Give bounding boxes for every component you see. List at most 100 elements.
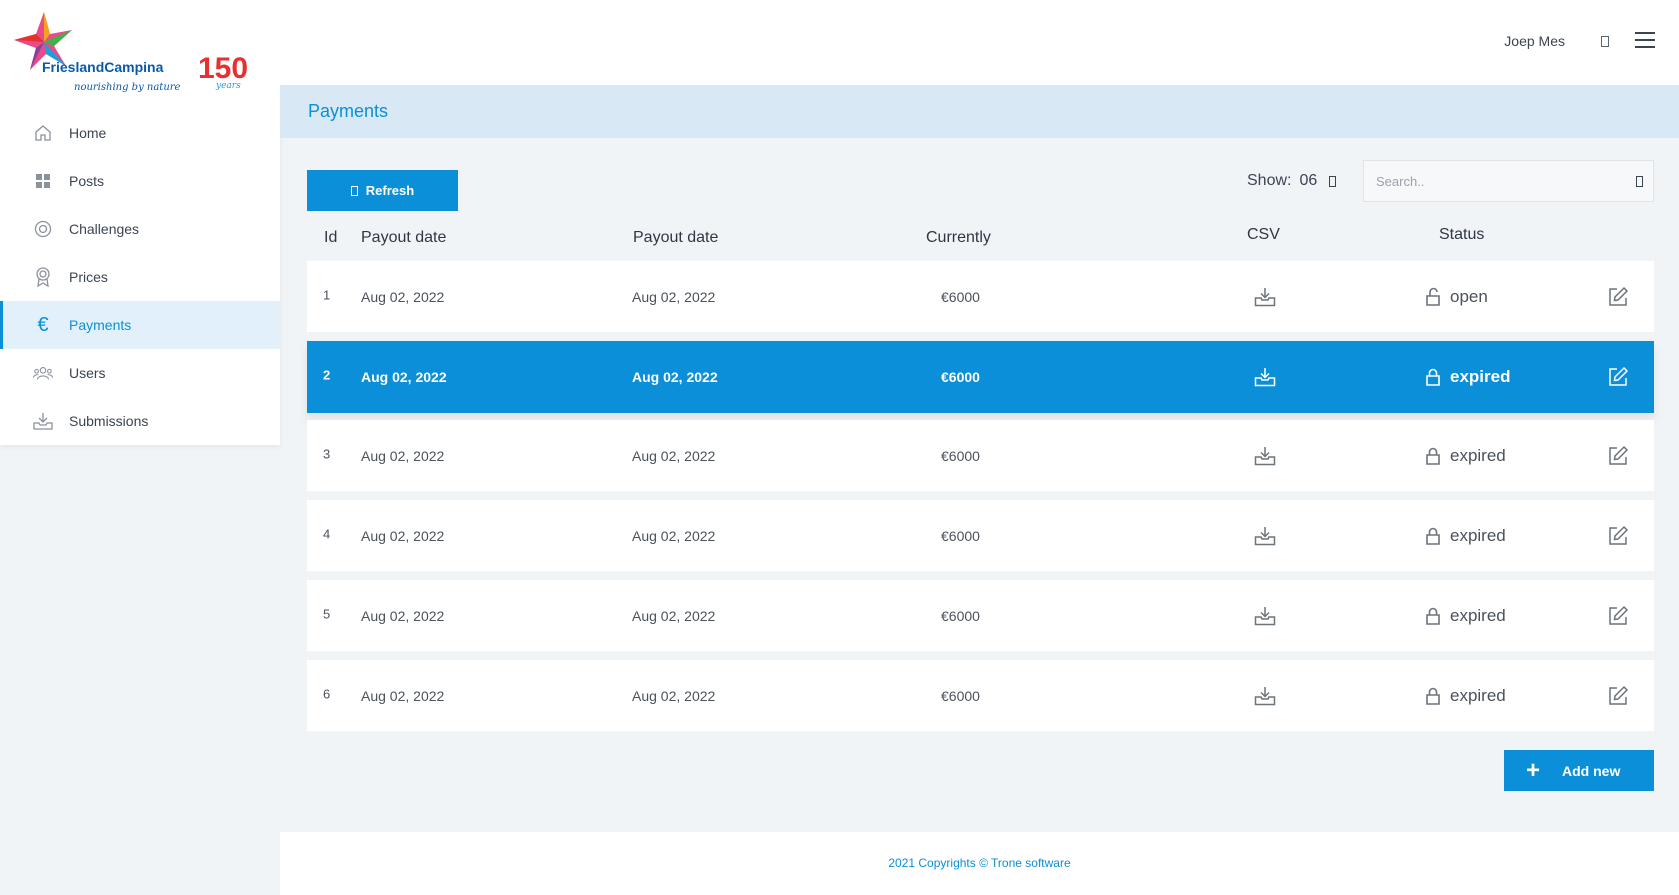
row-payout-date-2: Aug 02, 2022	[632, 369, 718, 385]
row-id: 2	[323, 367, 331, 383]
row-payout-date-2: Aug 02, 2022	[632, 447, 716, 464]
row-currently: €6000	[941, 369, 980, 385]
svg-text:years: years	[215, 81, 241, 91]
row-payout-date-2: Aug 02, 2022	[632, 288, 716, 305]
row-payout-date: Aug 02, 2022	[361, 527, 445, 544]
csv-download-icon[interactable]	[1254, 526, 1276, 546]
status-badge: expired	[1424, 526, 1506, 546]
edit-icon[interactable]	[1607, 685, 1629, 707]
column-header-payout-date-2: Payout date	[633, 229, 719, 246]
svg-text:nourishing by nature: nourishing by nature	[74, 82, 181, 93]
row-payout-date-2: Aug 02, 2022	[632, 527, 716, 544]
notification-icon[interactable]	[1601, 36, 1609, 47]
row-payout-date: Aug 02, 2022	[361, 288, 445, 305]
unlock-icon	[1424, 287, 1442, 307]
page-header: Payments	[280, 85, 1679, 138]
row-currently: €6000	[941, 288, 980, 305]
sidebar-item-payments[interactable]: € Payments	[0, 301, 280, 349]
sidebar-item-label: Users	[69, 365, 106, 381]
csv-download-icon[interactable]	[1254, 287, 1276, 307]
row-id: 6	[323, 686, 331, 702]
csv-download-icon[interactable]	[1254, 446, 1276, 466]
table-row[interactable]: 1 Aug 02, 2022 Aug 02, 2022 €6000 open	[307, 261, 1654, 332]
status-text: expired	[1450, 525, 1506, 545]
user-name[interactable]: Joep Mes	[1504, 33, 1565, 49]
table-row[interactable]: 4 Aug 02, 2022 Aug 02, 2022 €6000 expired	[307, 500, 1654, 571]
row-payout-date: Aug 02, 2022	[361, 607, 445, 624]
csv-download-icon[interactable]	[1254, 367, 1276, 387]
sidebar-item-challenges[interactable]: Challenges	[0, 205, 280, 253]
search-input[interactable]	[1364, 161, 1653, 201]
sidebar: FrieslandCampina nourishing by nature 15…	[0, 0, 280, 445]
edit-icon[interactable]	[1607, 286, 1629, 308]
row-payout-date: Aug 02, 2022	[361, 369, 447, 385]
csv-download-icon[interactable]	[1254, 606, 1276, 626]
refresh-button[interactable]: Refresh	[307, 170, 458, 211]
euro-icon: €	[37, 313, 49, 336]
column-header-status: Status	[1439, 226, 1485, 243]
add-new-button[interactable]: + Add new	[1504, 750, 1654, 791]
row-currently: €6000	[941, 687, 980, 704]
status-text: expired	[1450, 605, 1506, 625]
row-payout-date-2: Aug 02, 2022	[632, 607, 716, 624]
footer: 2021 Copyrights © Trone software	[280, 832, 1679, 895]
status-badge: expired	[1424, 446, 1506, 466]
row-payout-date: Aug 02, 2022	[361, 447, 445, 464]
column-header-payout-date: Payout date	[361, 229, 447, 246]
frieslandcampina-logo[interactable]: FrieslandCampina nourishing by nature 15…	[10, 8, 255, 100]
copyright-text: 2021 Copyrights © Trone software	[888, 856, 1071, 870]
table-row[interactable]: 3 Aug 02, 2022 Aug 02, 2022 €6000 expired	[307, 420, 1654, 491]
show-label: Show:	[1247, 172, 1292, 189]
row-id: 5	[323, 606, 331, 622]
status-text: expired	[1450, 685, 1506, 705]
sidebar-item-label: Submissions	[69, 413, 149, 429]
row-id: 3	[323, 446, 331, 462]
edit-icon[interactable]	[1607, 605, 1629, 627]
menu-icon[interactable]	[1635, 32, 1655, 48]
edit-icon[interactable]	[1607, 366, 1629, 388]
row-currently: €6000	[941, 447, 980, 464]
column-header-csv: CSV	[1247, 226, 1280, 243]
grid-icon	[33, 171, 53, 191]
sidebar-item-home[interactable]: Home	[0, 109, 280, 157]
plus-icon: +	[1526, 756, 1541, 784]
search-icon[interactable]	[1636, 176, 1643, 187]
lock-icon	[1424, 526, 1442, 546]
add-new-label: Add new	[1562, 762, 1621, 779]
show-value: 06	[1299, 172, 1318, 189]
page-size-select[interactable]: Show: 06	[1247, 172, 1337, 190]
home-icon	[33, 123, 53, 143]
status-text: expired	[1450, 367, 1511, 386]
lock-icon	[1424, 367, 1442, 387]
row-currently: €6000	[941, 607, 980, 624]
edit-icon[interactable]	[1607, 445, 1629, 467]
sidebar-item-label: Prices	[69, 269, 108, 285]
sidebar-item-label: Payments	[69, 317, 132, 333]
refresh-button-label: Refresh	[365, 183, 415, 198]
sidebar-item-posts[interactable]: Posts	[0, 157, 280, 205]
row-payout-date-2: Aug 02, 2022	[632, 687, 716, 704]
lock-icon	[1424, 446, 1442, 466]
table-row[interactable]: 5 Aug 02, 2022 Aug 02, 2022 €6000 expired	[307, 580, 1654, 651]
sidebar-item-users[interactable]: Users	[0, 349, 280, 397]
row-currently: €6000	[941, 527, 980, 544]
table-row[interactable]: 6 Aug 02, 2022 Aug 02, 2022 €6000 expired	[307, 660, 1654, 731]
row-payout-date: Aug 02, 2022	[361, 687, 445, 704]
table-row[interactable]: 2 Aug 02, 2022 Aug 02, 2022 €6000 expired	[307, 341, 1654, 413]
sidebar-nav: Home Posts Challenges Prices € Payments	[0, 109, 280, 445]
status-badge: expired	[1424, 606, 1506, 626]
inbox-download-icon	[33, 411, 53, 431]
sidebar-item-prices[interactable]: Prices	[0, 253, 280, 301]
status-badge: open	[1424, 287, 1488, 307]
csv-download-icon[interactable]	[1254, 686, 1276, 706]
svg-text:150: 150	[198, 52, 248, 85]
edit-icon[interactable]	[1607, 525, 1629, 547]
sidebar-item-submissions[interactable]: Submissions	[0, 397, 280, 445]
lock-icon	[1424, 686, 1442, 706]
target-icon	[33, 219, 53, 239]
status-text: expired	[1450, 445, 1506, 465]
column-header-currently: Currently	[926, 229, 991, 246]
status-badge: expired	[1424, 367, 1510, 387]
lock-icon	[1424, 606, 1442, 626]
status-text: open	[1450, 286, 1488, 306]
